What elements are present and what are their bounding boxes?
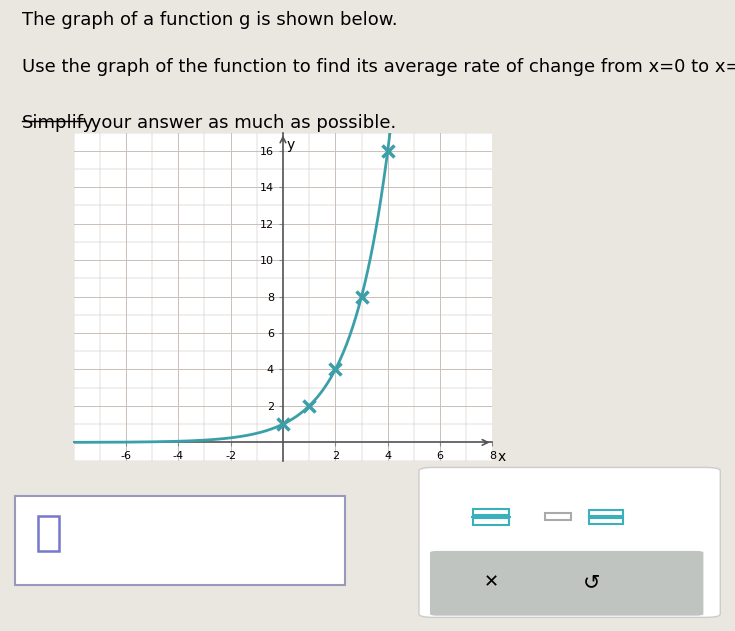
FancyBboxPatch shape (473, 509, 509, 516)
FancyBboxPatch shape (38, 516, 59, 551)
FancyBboxPatch shape (589, 518, 623, 524)
FancyBboxPatch shape (473, 518, 509, 525)
Text: y: y (287, 138, 295, 152)
Text: x: x (498, 450, 506, 464)
Text: your answer as much as possible.: your answer as much as possible. (85, 114, 395, 132)
Text: The graph of a function g is shown below.: The graph of a function g is shown below… (22, 11, 398, 29)
Text: Simplify: Simplify (22, 114, 94, 132)
Text: ✕: ✕ (484, 574, 498, 591)
FancyBboxPatch shape (430, 551, 703, 616)
FancyBboxPatch shape (419, 468, 720, 617)
Text: Use the graph of the function to find its average rate of change from x=0 to x=4: Use the graph of the function to find it… (22, 58, 735, 76)
FancyBboxPatch shape (15, 497, 345, 585)
FancyBboxPatch shape (589, 510, 623, 516)
FancyBboxPatch shape (545, 513, 572, 520)
Text: ↺: ↺ (583, 572, 600, 593)
